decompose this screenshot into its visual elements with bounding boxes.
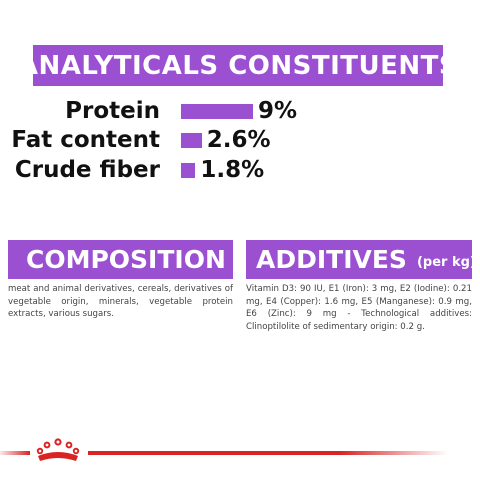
- additives-title: ADDITIVES: [256, 245, 407, 274]
- analyticals-header: ANALYTICALS CONSTITUENTS: [18, 45, 458, 86]
- additives-unit: (per kg): [416, 255, 476, 270]
- fat-value: 2.6%: [206, 127, 271, 153]
- additives-header: ADDITIVES (per kg): [246, 240, 476, 279]
- composition-header: COMPOSITION: [8, 240, 233, 279]
- composition-text: meat and animal derivatives, cereals, de…: [8, 284, 233, 319]
- royal-canin-crown-icon: [36, 438, 80, 461]
- protein-value: 9%: [258, 98, 298, 124]
- footer-divider-left: [0, 451, 30, 455]
- fiber-value: 1.8%: [200, 157, 265, 183]
- protein-label: Protein: [65, 98, 160, 124]
- composition-title: COMPOSITION: [26, 245, 226, 274]
- analyticals-title: ANALYTICALS CONSTITUENTS: [17, 50, 459, 81]
- fiber-bar: [181, 163, 196, 178]
- fiber-label: Crude fiber: [14, 157, 160, 183]
- protein-bar: [181, 104, 253, 119]
- fat-bar: [181, 133, 202, 148]
- footer-divider-right: [88, 451, 448, 455]
- additives-text: Vitamin D3: 90 IU, E1 (Iron): 3 mg, E2 (…: [246, 284, 472, 332]
- fat-label: Fat content: [11, 127, 160, 153]
